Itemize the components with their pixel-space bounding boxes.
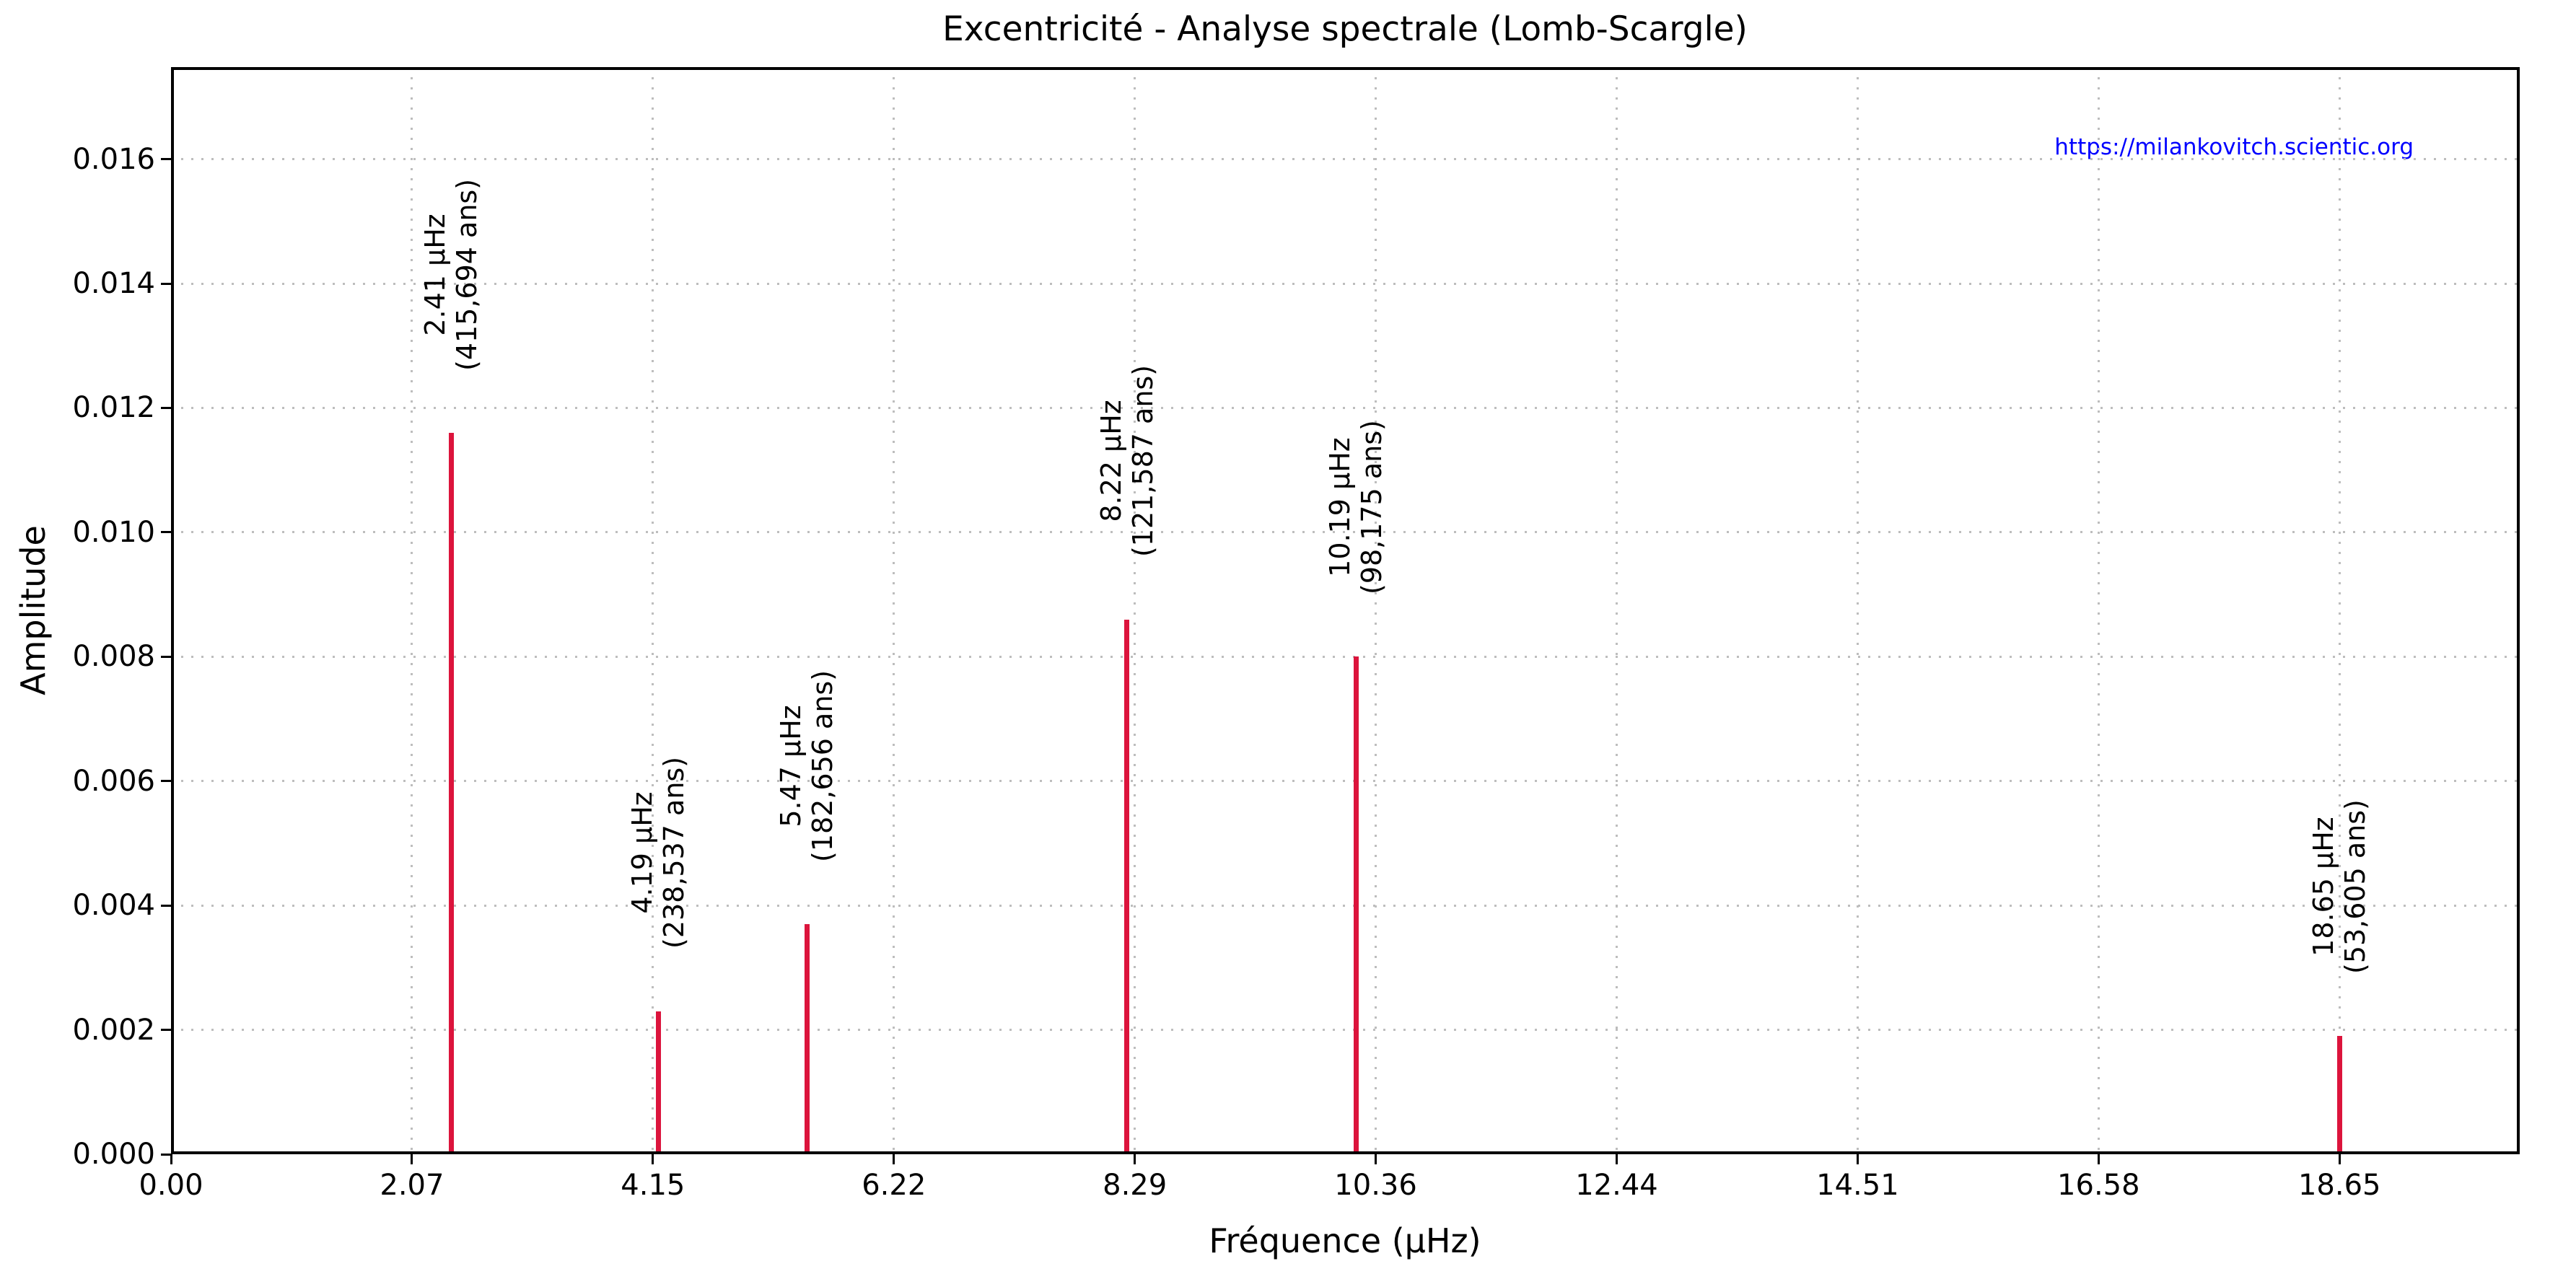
peak-period-label: (182,656 ans)	[807, 669, 839, 862]
y-tick-mark	[161, 655, 171, 658]
peak-period-label: (415,694 ans)	[451, 178, 483, 371]
y-tick-label: 0.004	[72, 889, 155, 923]
plot-area: 2.41 µHz (415,694 ans) 4.19 µHz (238,537 an…	[171, 67, 2520, 1154]
peak-annotation-text: 2.41 µHz (415,694 ans)	[419, 179, 483, 371]
y-tick-label: 0.000	[72, 1138, 155, 1171]
gridline-horizontal	[171, 531, 2520, 534]
peak-period-label: (53,605 ans)	[2339, 799, 2372, 974]
x-tick-label: 10.36	[1334, 1169, 1417, 1202]
peak-annotation-text: 8.22 µHz (121,587 ans)	[1095, 365, 1159, 557]
peak-frequency-label: 4.19 µHz	[626, 791, 659, 915]
gridline-vertical	[1615, 67, 1618, 1154]
x-tick-mark	[893, 1154, 895, 1164]
gridline-vertical	[2338, 67, 2341, 1154]
x-tick-label: 0.00	[139, 1169, 203, 1202]
gridline-horizontal	[171, 158, 2520, 161]
gridline-horizontal	[171, 655, 2520, 658]
stem	[804, 924, 810, 1154]
stem	[655, 1011, 661, 1154]
gridline-vertical	[1375, 67, 1377, 1154]
gridline-vertical	[1856, 67, 1859, 1154]
peak-period-label: (98,175 ans)	[1356, 420, 1388, 595]
x-tick-label: 16.58	[2057, 1169, 2140, 1202]
chart-title: Excentricité - Analyse spectrale (Lomb-S…	[942, 9, 1748, 49]
gridline-vertical	[2097, 67, 2100, 1154]
y-tick-mark	[161, 904, 171, 907]
y-tick-mark	[161, 780, 171, 783]
gridline-horizontal	[171, 1029, 2520, 1032]
gridline-horizontal	[171, 904, 2520, 907]
watermark-url: https://milankovitch.scientic.org	[2054, 134, 2414, 160]
x-tick-label: 2.07	[380, 1169, 444, 1202]
y-tick-mark	[161, 531, 171, 534]
x-tick-label: 6.22	[862, 1169, 926, 1202]
x-tick-mark	[1856, 1154, 1859, 1164]
gridline-vertical	[1134, 67, 1136, 1154]
peak-annotation-text: 4.19 µHz (238,537 ans)	[626, 757, 690, 949]
y-tick-label: 0.002	[72, 1013, 155, 1047]
y-tick-label: 0.010	[72, 515, 155, 549]
x-tick-label: 18.65	[2297, 1169, 2381, 1202]
peak-frequency-label: 2.41 µHz	[419, 213, 452, 336]
peak-annotation-text: 5.47 µHz (182,656 ans)	[775, 670, 838, 862]
y-axis-label: Amplitude	[14, 525, 53, 695]
x-tick-mark	[1375, 1154, 1377, 1164]
x-tick-mark	[652, 1154, 654, 1164]
peak-annotation-text: 18.65 µHz (53,605 ans)	[2308, 799, 2371, 974]
y-tick-mark	[161, 1153, 171, 1156]
y-tick-mark	[161, 1029, 171, 1032]
peak-period-label: (238,537 ans)	[658, 757, 691, 949]
x-tick-mark	[411, 1154, 413, 1164]
gridline-vertical	[652, 67, 654, 1154]
stem	[1353, 656, 1359, 1154]
y-tick-label: 0.014	[72, 267, 155, 301]
gridline-vertical	[893, 67, 895, 1154]
x-tick-mark	[1615, 1154, 1618, 1164]
peak-annotation-text: 10.19 µHz (98,175 ans)	[1324, 420, 1388, 594]
gridline-horizontal	[171, 282, 2520, 285]
x-tick-mark	[2097, 1154, 2100, 1164]
gridline-horizontal	[171, 780, 2520, 783]
x-tick-label: 14.51	[1816, 1169, 1899, 1202]
peak-frequency-label: 18.65 µHz	[2308, 817, 2340, 957]
x-tick-mark	[1134, 1154, 1136, 1164]
plot-frame	[171, 67, 2520, 1154]
y-tick-label: 0.006	[72, 764, 155, 798]
gridline-horizontal	[171, 406, 2520, 409]
y-tick-mark	[161, 158, 171, 161]
peak-frequency-label: 10.19 µHz	[1324, 437, 1356, 577]
x-tick-label: 12.44	[1575, 1169, 1658, 1202]
peak-period-label: (121,587 ans)	[1126, 365, 1159, 558]
x-axis-label: Fréquence (µHz)	[1209, 1221, 1481, 1260]
stem	[448, 432, 454, 1154]
y-tick-label: 0.016	[72, 142, 155, 176]
peak-frequency-label: 8.22 µHz	[1095, 400, 1127, 523]
y-tick-label: 0.012	[72, 391, 155, 425]
x-tick-label: 8.29	[1103, 1169, 1167, 1202]
stem	[2336, 1036, 2342, 1154]
y-tick-mark	[161, 282, 171, 285]
x-tick-mark	[2338, 1154, 2341, 1164]
peak-frequency-label: 5.47 µHz	[775, 705, 807, 827]
stem	[1124, 619, 1130, 1154]
y-tick-mark	[161, 406, 171, 409]
y-tick-label: 0.008	[72, 640, 155, 674]
gridline-vertical	[411, 67, 413, 1154]
x-tick-mark	[170, 1154, 172, 1164]
x-tick-label: 4.15	[621, 1169, 685, 1202]
